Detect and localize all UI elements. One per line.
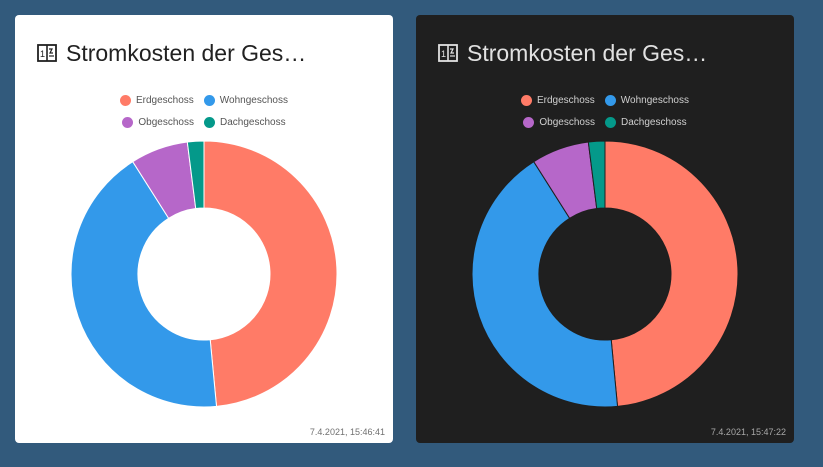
card-header: 1 Stromkosten der Ges…	[37, 37, 373, 69]
legend-swatch	[204, 116, 215, 128]
legend-item-wohngeschoss[interactable]: Wohngeschoss	[203, 94, 288, 106]
legend-label: Obgeschoss	[539, 116, 595, 128]
pie-slice-erdgeschoss[interactable]	[604, 140, 739, 407]
legend-label: Erdgeschoss	[135, 94, 194, 106]
last-updated-timestamp: 7.4.2021, 15:47:22	[710, 427, 786, 437]
legend-item-obgeschoss[interactable]: Obgeschoss	[523, 116, 595, 128]
pie-slice-erdgeschoss[interactable]	[203, 140, 338, 407]
legend-label: Obgeschoss	[138, 116, 194, 128]
pie-slice-dachgeschoss[interactable]	[186, 140, 205, 210]
legend-label: Erdgeschoss	[536, 94, 595, 106]
legend-swatch	[523, 116, 535, 128]
legend-label: Wohngeschoss	[219, 94, 288, 106]
last-updated-timestamp: 7.4.2021, 15:46:41	[309, 427, 385, 437]
legend-item-erdgeschoss[interactable]: Erdgeschoss	[119, 94, 194, 106]
card-light: 1 Stromkosten der Ges… Erdgeschoss Wohnge…	[15, 15, 393, 443]
legend-label: Dachgeschoss	[220, 116, 286, 128]
pie-slice-dachgeschoss[interactable]	[587, 140, 606, 210]
pie-slice-wohngeschoss[interactable]	[70, 161, 218, 408]
legend-swatch	[122, 116, 134, 128]
legend-item-erdgeschoss[interactable]: Erdgeschoss	[520, 94, 595, 106]
legend-item-obgeschoss[interactable]: Obgeschoss	[122, 116, 194, 128]
donut-chart	[70, 140, 338, 408]
pie-slice-wohngeschoss[interactable]	[471, 161, 619, 408]
card-dark: 1 Stromkosten der Ges… Erdgeschoss Wohnge…	[416, 15, 794, 443]
legend-item-wohngeschoss[interactable]: Wohngeschoss	[604, 94, 689, 106]
legend-swatch	[520, 94, 532, 106]
donut-chart	[471, 140, 739, 408]
energy-meter-icon: 1	[438, 44, 458, 62]
energy-meter-icon: 1	[37, 44, 57, 62]
legend-label: Wohngeschoss	[620, 94, 689, 106]
legend-item-dachgeschoss[interactable]: Dachgeschoss	[605, 116, 687, 128]
legend-swatch	[604, 94, 616, 106]
legend-swatch	[605, 116, 616, 128]
svg-text:1: 1	[40, 49, 45, 59]
legend-label: Dachgeschoss	[621, 116, 687, 128]
legend-swatch	[119, 94, 131, 106]
legend-item-dachgeschoss[interactable]: Dachgeschoss	[204, 116, 286, 128]
legend-swatch	[203, 94, 215, 106]
chart-legend: Erdgeschoss Wohngeschoss Obgeschoss Dachges…	[15, 94, 393, 128]
card-header: 1 Stromkosten der Ges…	[438, 37, 774, 69]
chart-legend: Erdgeschoss Wohngeschoss Obgeschoss Dachges…	[416, 94, 794, 128]
svg-text:1: 1	[441, 49, 446, 59]
